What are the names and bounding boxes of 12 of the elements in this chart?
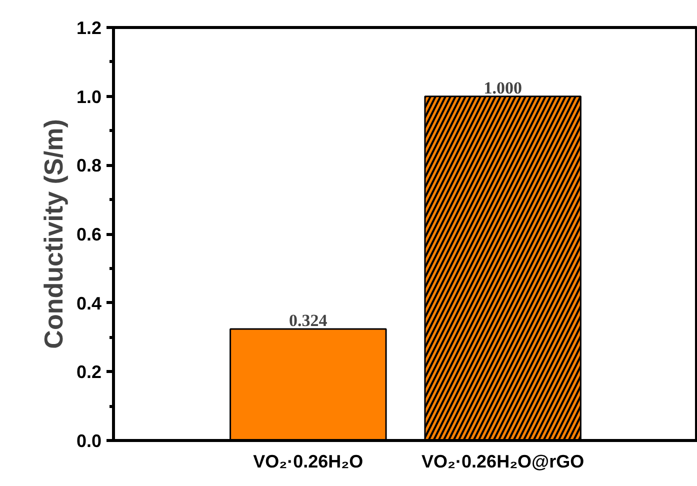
y-tick-label: 0.4 [76, 293, 102, 314]
y-tick-label: 0.6 [76, 224, 102, 244]
x-tick-label: VO₂·0.26H₂O@rGO [422, 452, 584, 472]
x-tick-label: VO₂·0.26H₂O [253, 452, 364, 472]
y-tick-label: 0.2 [76, 362, 102, 382]
y-tick-label: 1.0 [76, 86, 102, 107]
data-label: 1.000 [484, 78, 522, 98]
data-label: 0.324 [289, 310, 328, 330]
y-tick-label: 0.8 [76, 156, 102, 176]
y-axis-title: Conductivity (S/m) [38, 119, 68, 349]
y-tick-label: 0.0 [76, 431, 102, 451]
y-tick-label: 1.2 [76, 18, 102, 38]
